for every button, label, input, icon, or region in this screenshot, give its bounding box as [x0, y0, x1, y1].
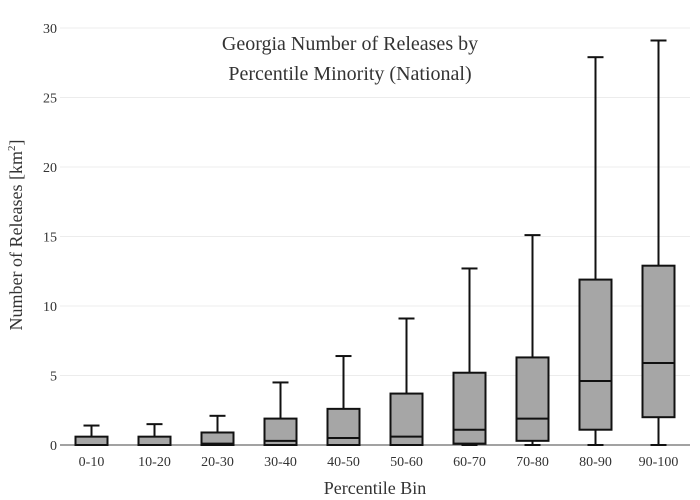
- y-axis-label-close: ]: [6, 140, 26, 146]
- x-tick-label: 40-50: [327, 455, 360, 470]
- box-iqr: [515, 356, 550, 442]
- box-20-30: [200, 414, 235, 446]
- box-0-10: [74, 424, 109, 447]
- box-10-20: [137, 423, 172, 447]
- y-tick-label: 10: [43, 300, 57, 315]
- box-iqr: [326, 407, 361, 446]
- y-tick-label: 30: [43, 22, 57, 37]
- y-tick-labels: 0 5 10 15 20 25 30: [43, 22, 57, 454]
- box-70-80: [515, 234, 550, 446]
- x-tick-label: 80-90: [579, 455, 612, 470]
- box-iqr: [137, 435, 172, 447]
- box-30-40: [263, 381, 298, 446]
- chart-title-line-2: Percentile Minority (National): [228, 63, 471, 85]
- box-iqr: [74, 435, 109, 447]
- chart-title-line-1: Georgia Number of Releases by: [222, 33, 478, 55]
- box-40-50: [326, 355, 361, 446]
- x-tick-label: 10-20: [138, 455, 171, 470]
- y-tick-label: 0: [50, 439, 57, 454]
- x-axis-label: Percentile Bin: [324, 478, 426, 498]
- box-iqr: [578, 278, 613, 431]
- box-60-70: [452, 267, 487, 446]
- x-tick-label: 20-30: [201, 455, 234, 470]
- y-axis-label-main: Number of Releases [km: [6, 151, 26, 330]
- x-tick-label: 90-100: [639, 455, 679, 470]
- y-tick-label: 15: [43, 231, 57, 246]
- box-iqr: [200, 431, 235, 446]
- y-axis-label: Number of Releases [km2]: [6, 140, 26, 331]
- box-iqr: [452, 371, 487, 445]
- box-90-100: [641, 39, 676, 446]
- box-group: [74, 39, 676, 447]
- x-tick-label: 50-60: [390, 455, 423, 470]
- x-tick-label: 70-80: [516, 455, 549, 470]
- box-80-90: [578, 56, 613, 446]
- x-tick-label: 0-10: [79, 455, 105, 470]
- y-tick-label: 5: [50, 370, 57, 385]
- x-tick-labels: 0-10 10-20 20-30 30-40 40-50 50-60 60-70 70-80 8…: [79, 455, 679, 470]
- x-tick-label: 60-70: [453, 455, 486, 470]
- x-tick-label: 30-40: [264, 455, 297, 470]
- y-tick-label: 25: [43, 92, 57, 107]
- y-tick-label: 20: [43, 161, 57, 176]
- box-50-60: [389, 317, 424, 447]
- y-axis-label-superscript: 2: [6, 146, 18, 152]
- box-iqr: [641, 264, 676, 419]
